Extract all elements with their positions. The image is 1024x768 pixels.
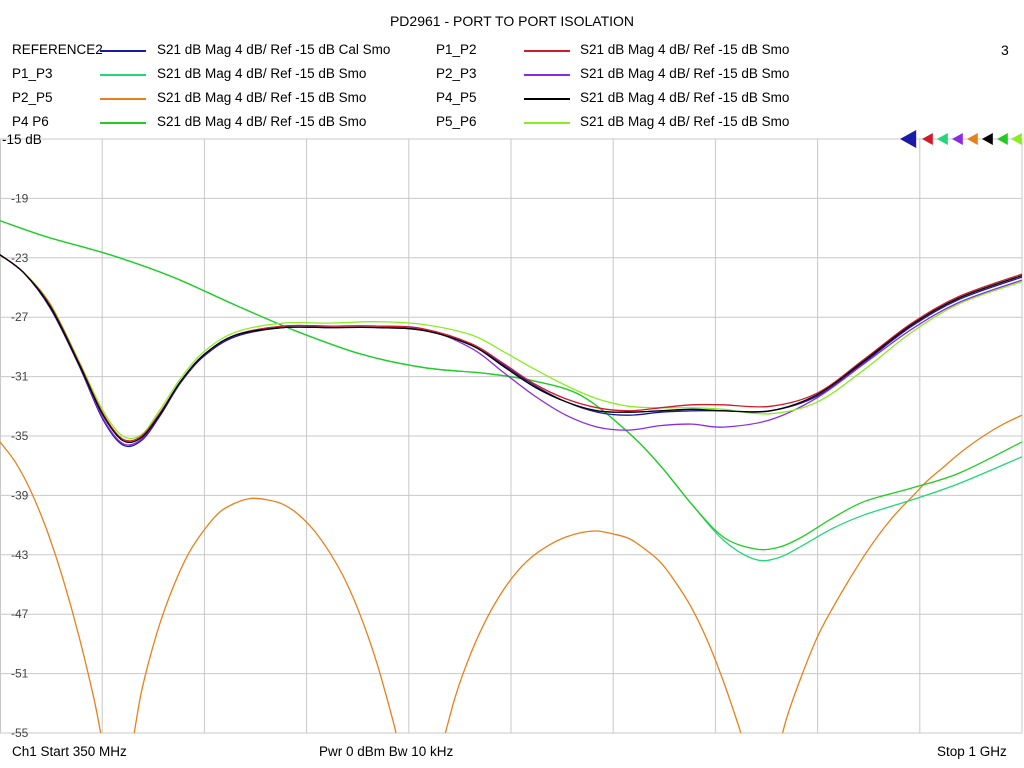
footer-power: Pwr 0 dBm Bw 10 kHz [319,744,454,759]
footer-stop: Stop 1 GHz [937,744,1007,759]
trace-p2_p5 [0,414,1022,733]
legend-swatch-0 [100,50,146,52]
y-tick-label: -47 [11,607,29,621]
trace-p2_p3 [0,254,1022,446]
legend-desc-4: S21 dB Mag 4 dB/ Ref -15 dB Smo [157,90,367,105]
page-number: 3 [1001,42,1009,58]
legend-swatch-3 [524,74,570,76]
traces [0,220,1022,733]
ref-marker-3 [952,133,963,145]
trace-p1_p2 [0,254,1022,442]
y-tick-label: -23 [11,251,29,265]
y-tick-label: -19 [11,191,29,205]
trace-p4-p6 [0,220,1022,551]
ref-marker-1 [922,133,933,145]
legend-desc-1: S21 dB Mag 4 dB/ Ref -15 dB Smo [580,42,790,57]
legend-desc-6: S21 dB Mag 4 dB/ Ref -15 dB Smo [157,114,367,129]
ref-marker-0 [900,130,917,148]
legend-name-5: P4_P5 [436,90,477,105]
y-tick-label: -27 [11,310,29,324]
y-axis-ticks: -19 -23 -27 -31 -35 -39 -43 -47 -51 -55 [11,191,29,740]
y-tick-label: -39 [11,488,29,502]
legend-swatch-7 [524,122,570,124]
y-tick-label: -43 [11,548,29,562]
legend-swatch-5 [524,98,570,100]
legend-swatch-1 [524,50,570,52]
legend-name-3: P2_P3 [436,66,477,81]
legend-swatch-2 [100,74,146,76]
ref-marker-6 [997,133,1008,145]
legend-desc-7: S21 dB Mag 4 dB/ Ref -15 dB Smo [580,114,790,129]
ref-marker-4 [967,133,978,145]
legend-name-0: REFERENCE2 [12,42,103,57]
ref-marker-7 [1011,133,1022,145]
legend-name-4: P2_P5 [12,90,53,105]
legend-name-6: P4 P6 [12,114,49,129]
chart-title: PD2961 - PORT TO PORT ISOLATION [389,13,635,29]
legend-name-7: P5_P6 [436,114,477,129]
legend-desc-5: S21 dB Mag 4 dB/ Ref -15 dB Smo [580,90,790,105]
footer-start: Ch1 Start 350 MHz [12,744,127,759]
legend-swatch-6 [100,122,146,124]
grid [0,138,1023,734]
ref-marker-2 [937,133,948,145]
plot-frame [0,138,1023,734]
y-tick-label: -51 [11,667,29,681]
legend-desc-3: S21 dB Mag 4 dB/ Ref -15 dB Smo [580,66,790,81]
legend-swatch-4 [100,98,146,100]
trace-markers [900,130,1022,148]
trace-p5_p6 [0,254,1022,440]
legend-name-2: P1_P3 [12,66,53,81]
y-tick-label: -31 [11,370,29,384]
legend-desc-0: S21 dB Mag 4 dB/ Ref -15 dB Cal Smo [157,42,391,57]
legend-desc-2: S21 dB Mag 4 dB/ Ref -15 dB Smo [157,66,367,81]
trace-p4_p5 [0,254,1022,444]
ref-marker-5 [982,133,993,145]
y-tick-label: -55 [11,726,29,740]
legend-name-1: P1_P2 [436,42,477,57]
reference-level-label: -15 dB [2,132,42,147]
y-tick-label: -35 [11,429,29,443]
